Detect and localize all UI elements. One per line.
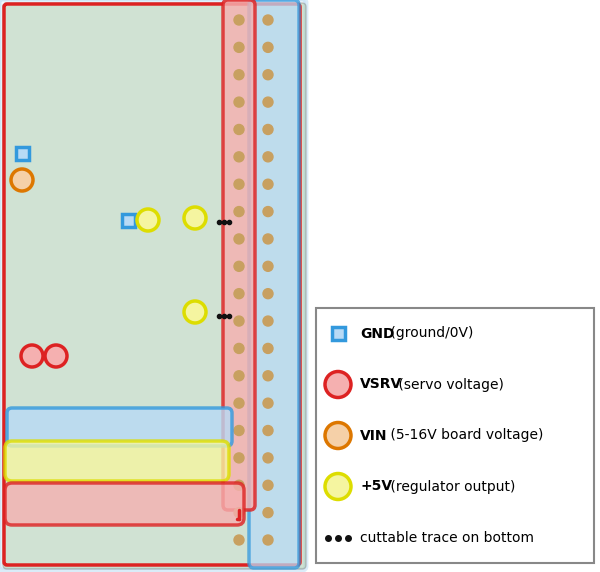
Circle shape [325, 371, 351, 398]
FancyBboxPatch shape [7, 408, 232, 446]
Circle shape [263, 15, 273, 25]
Circle shape [234, 453, 244, 463]
Text: cuttable trace on bottom: cuttable trace on bottom [360, 530, 534, 545]
Circle shape [234, 42, 244, 53]
Circle shape [263, 507, 273, 518]
FancyBboxPatch shape [5, 483, 244, 525]
Circle shape [45, 345, 67, 367]
Circle shape [234, 398, 244, 408]
Circle shape [263, 125, 273, 134]
Text: VIN: VIN [360, 428, 388, 443]
Circle shape [263, 152, 273, 162]
Circle shape [263, 535, 273, 545]
FancyBboxPatch shape [5, 441, 229, 481]
Circle shape [234, 125, 244, 134]
Text: GND: GND [360, 327, 395, 340]
Bar [121, 213, 134, 227]
Bar [331, 327, 344, 340]
Circle shape [325, 474, 351, 499]
Circle shape [263, 70, 273, 80]
Circle shape [234, 371, 244, 381]
Circle shape [263, 97, 273, 107]
Text: (ground/0V): (ground/0V) [386, 327, 473, 340]
Circle shape [234, 261, 244, 271]
Circle shape [234, 426, 244, 435]
Circle shape [184, 207, 206, 229]
Circle shape [11, 169, 33, 191]
Circle shape [137, 209, 159, 231]
FancyBboxPatch shape [3, 3, 306, 569]
Circle shape [234, 206, 244, 217]
Circle shape [263, 480, 273, 490]
Circle shape [263, 371, 273, 381]
Circle shape [234, 507, 244, 518]
Circle shape [263, 289, 273, 299]
Circle shape [263, 453, 273, 463]
Circle shape [263, 206, 273, 217]
Circle shape [234, 343, 244, 353]
Circle shape [234, 15, 244, 25]
Circle shape [234, 535, 244, 545]
Circle shape [21, 345, 43, 367]
Circle shape [234, 179, 244, 189]
Circle shape [263, 343, 273, 353]
FancyBboxPatch shape [223, 0, 255, 510]
Circle shape [263, 234, 273, 244]
Circle shape [234, 70, 244, 80]
Text: (regulator output): (regulator output) [386, 479, 515, 494]
Circle shape [263, 179, 273, 189]
Circle shape [234, 289, 244, 299]
Text: (5-16V board voltage): (5-16V board voltage) [386, 428, 543, 443]
Circle shape [325, 423, 351, 448]
Circle shape [234, 480, 244, 490]
Text: VSRV: VSRV [360, 378, 402, 391]
Bar [316, 308, 594, 563]
Text: +5V: +5V [360, 479, 392, 494]
Circle shape [263, 398, 273, 408]
Circle shape [234, 97, 244, 107]
Circle shape [234, 152, 244, 162]
Bar [16, 146, 29, 160]
FancyBboxPatch shape [249, 0, 299, 568]
Circle shape [234, 234, 244, 244]
Circle shape [263, 42, 273, 53]
Circle shape [263, 426, 273, 435]
Circle shape [263, 316, 273, 326]
Text: (servo voltage): (servo voltage) [394, 378, 504, 391]
FancyBboxPatch shape [0, 0, 306, 570]
Circle shape [263, 261, 273, 271]
Circle shape [184, 301, 206, 323]
Circle shape [234, 316, 244, 326]
